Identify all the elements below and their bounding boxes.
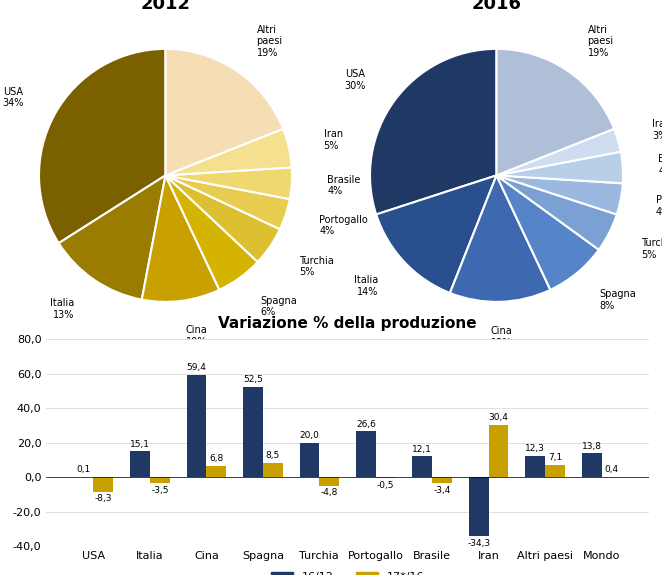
Wedge shape — [166, 167, 292, 199]
Bar — [432, 477, 452, 483]
Text: -3,5: -3,5 — [151, 486, 169, 495]
Text: 26,6: 26,6 — [356, 420, 376, 429]
Bar — [526, 456, 545, 477]
Text: -34,3: -34,3 — [467, 539, 491, 548]
Text: 12,1: 12,1 — [412, 445, 432, 454]
Text: Portogallo
4%: Portogallo 4% — [655, 195, 662, 217]
Text: 59,4: 59,4 — [187, 363, 207, 372]
Wedge shape — [496, 49, 614, 175]
Bar — [130, 451, 150, 477]
Bar — [469, 477, 489, 536]
Wedge shape — [370, 49, 496, 214]
Wedge shape — [496, 129, 621, 175]
Text: 20,0: 20,0 — [299, 431, 319, 440]
Bar — [263, 462, 283, 477]
Text: -4,8: -4,8 — [320, 488, 338, 497]
Wedge shape — [496, 175, 617, 250]
Wedge shape — [166, 175, 290, 229]
Text: USA
30%: USA 30% — [344, 70, 365, 91]
Wedge shape — [450, 175, 550, 302]
Title: Variazione % della produzione: Variazione % della produzione — [218, 316, 477, 331]
Wedge shape — [496, 175, 599, 290]
Text: 0,1: 0,1 — [77, 466, 91, 474]
Bar — [187, 375, 207, 477]
Text: Turchia
5%: Turchia 5% — [299, 255, 334, 277]
Title: 2016: 2016 — [471, 0, 522, 13]
Text: 7,1: 7,1 — [548, 454, 562, 462]
Bar — [545, 465, 565, 477]
Text: 8,5: 8,5 — [265, 451, 280, 460]
Wedge shape — [59, 175, 166, 300]
Bar — [243, 386, 263, 477]
Bar — [207, 466, 226, 477]
Text: Italia
13%: Italia 13% — [50, 298, 75, 320]
Text: 52,5: 52,5 — [243, 375, 263, 384]
Text: -8,3: -8,3 — [95, 494, 112, 503]
Text: Spagna
6%: Spagna 6% — [261, 296, 297, 317]
Bar — [376, 477, 395, 478]
Text: Cina
13%: Cina 13% — [491, 327, 512, 348]
Text: 15,1: 15,1 — [130, 440, 150, 448]
Bar — [582, 454, 602, 477]
Bar — [489, 425, 508, 477]
Wedge shape — [166, 175, 280, 262]
Text: Italia
14%: Italia 14% — [354, 275, 379, 297]
Text: 6,8: 6,8 — [209, 454, 223, 463]
Wedge shape — [166, 49, 283, 175]
Title: 2012: 2012 — [140, 0, 191, 13]
Wedge shape — [166, 129, 292, 175]
Wedge shape — [166, 175, 258, 290]
Text: 13,8: 13,8 — [582, 442, 602, 451]
Text: -3,4: -3,4 — [434, 486, 451, 494]
Text: USA
34%: USA 34% — [2, 87, 24, 108]
Text: -0,5: -0,5 — [377, 481, 395, 490]
Text: Iran
5%: Iran 5% — [324, 129, 343, 151]
Text: 0,4: 0,4 — [604, 465, 618, 474]
Bar — [412, 457, 432, 477]
Bar — [300, 443, 319, 477]
Bar — [150, 477, 169, 483]
Wedge shape — [496, 152, 623, 183]
Text: Altri
paesi
19%: Altri paesi 19% — [256, 25, 283, 58]
Bar — [356, 431, 376, 477]
Wedge shape — [39, 49, 166, 243]
Bar — [319, 477, 339, 485]
Wedge shape — [496, 175, 623, 214]
Text: Brasile
4%: Brasile 4% — [327, 175, 361, 196]
Wedge shape — [376, 175, 496, 293]
Text: Brasile
4%: Brasile 4% — [658, 155, 662, 176]
Wedge shape — [142, 175, 219, 302]
Text: Portogallo
4%: Portogallo 4% — [320, 214, 368, 236]
Text: Altri
paesi
19%: Altri paesi 19% — [587, 25, 614, 58]
Bar — [93, 477, 113, 492]
Text: 12,3: 12,3 — [526, 444, 545, 454]
Text: Iran
3%: Iran 3% — [652, 120, 662, 141]
Text: 30,4: 30,4 — [489, 413, 508, 422]
Legend: 16/12, 17*/16: 16/12, 17*/16 — [266, 568, 429, 575]
Text: Turchia
5%: Turchia 5% — [641, 238, 662, 260]
Text: Spagna
8%: Spagna 8% — [600, 289, 636, 311]
Text: Cina
10%: Cina 10% — [186, 325, 208, 347]
